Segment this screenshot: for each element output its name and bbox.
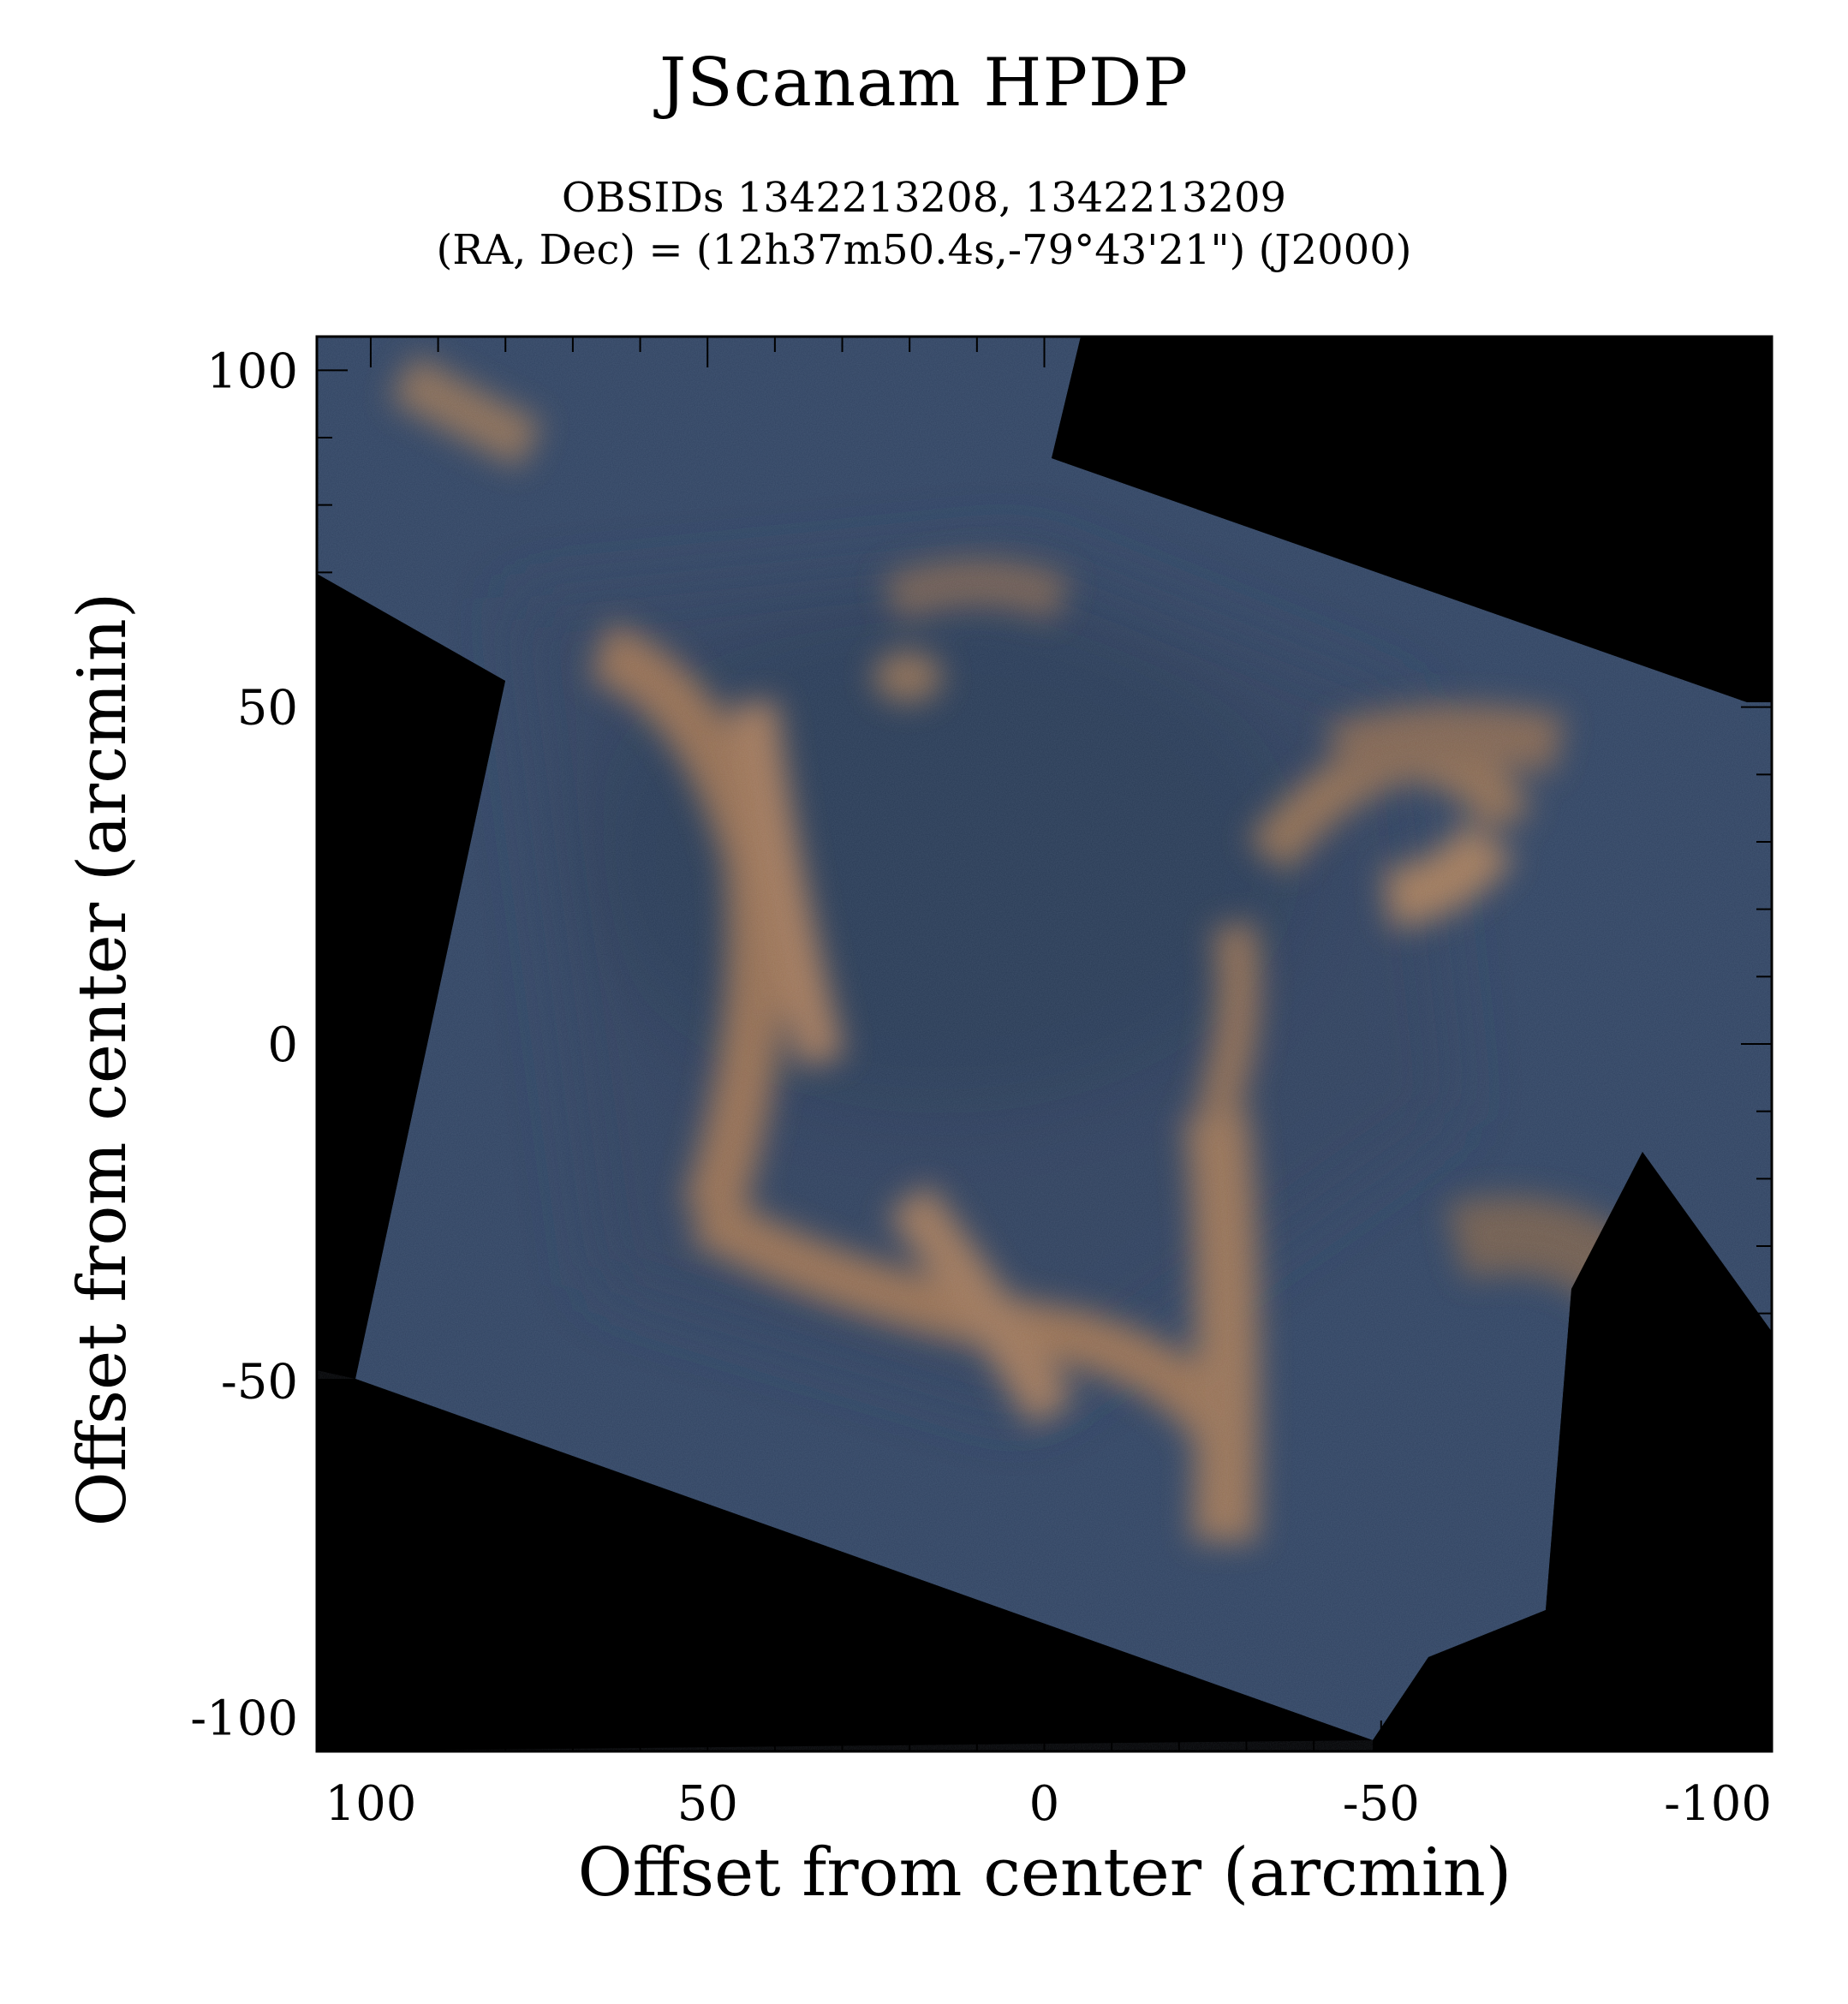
x-axis-label: Offset from center (arcmin)	[577, 1834, 1512, 1912]
figure-subtitle-obsids: OBSIDs 1342213208, 1342213209	[561, 174, 1287, 222]
x-tick-label: -50	[1343, 1776, 1420, 1832]
y-axis-label: Offset from center (arcmin)	[64, 592, 141, 1527]
blank-regions	[317, 337, 1772, 1751]
x-tick-label: 50	[677, 1776, 738, 1832]
y-tick-label: 100	[206, 343, 298, 399]
y-tick-label: -100	[190, 1691, 298, 1747]
figure-subtitle-coordinates: (RA, Dec) = (12h37m50.4s,-79°43'21") (J2…	[436, 226, 1412, 274]
y-axis-tick-labels: 100 50 0 -50 -100	[190, 343, 298, 1746]
x-axis-tick-labels: 100 50 0 -50 -100	[325, 1776, 1771, 1832]
y-tick-label: 50	[237, 681, 298, 737]
figure-title: JScanam HPDP	[659, 45, 1189, 122]
y-tick-label: -50	[221, 1354, 298, 1410]
x-tick-label: -100	[1664, 1776, 1772, 1832]
x-tick-label: 0	[1029, 1776, 1060, 1832]
y-tick-label: 0	[267, 1017, 298, 1073]
x-axis-ticks	[369, 337, 1720, 1751]
x-tick-label: 100	[325, 1776, 416, 1832]
y-axis-ticks	[317, 369, 1772, 1719]
